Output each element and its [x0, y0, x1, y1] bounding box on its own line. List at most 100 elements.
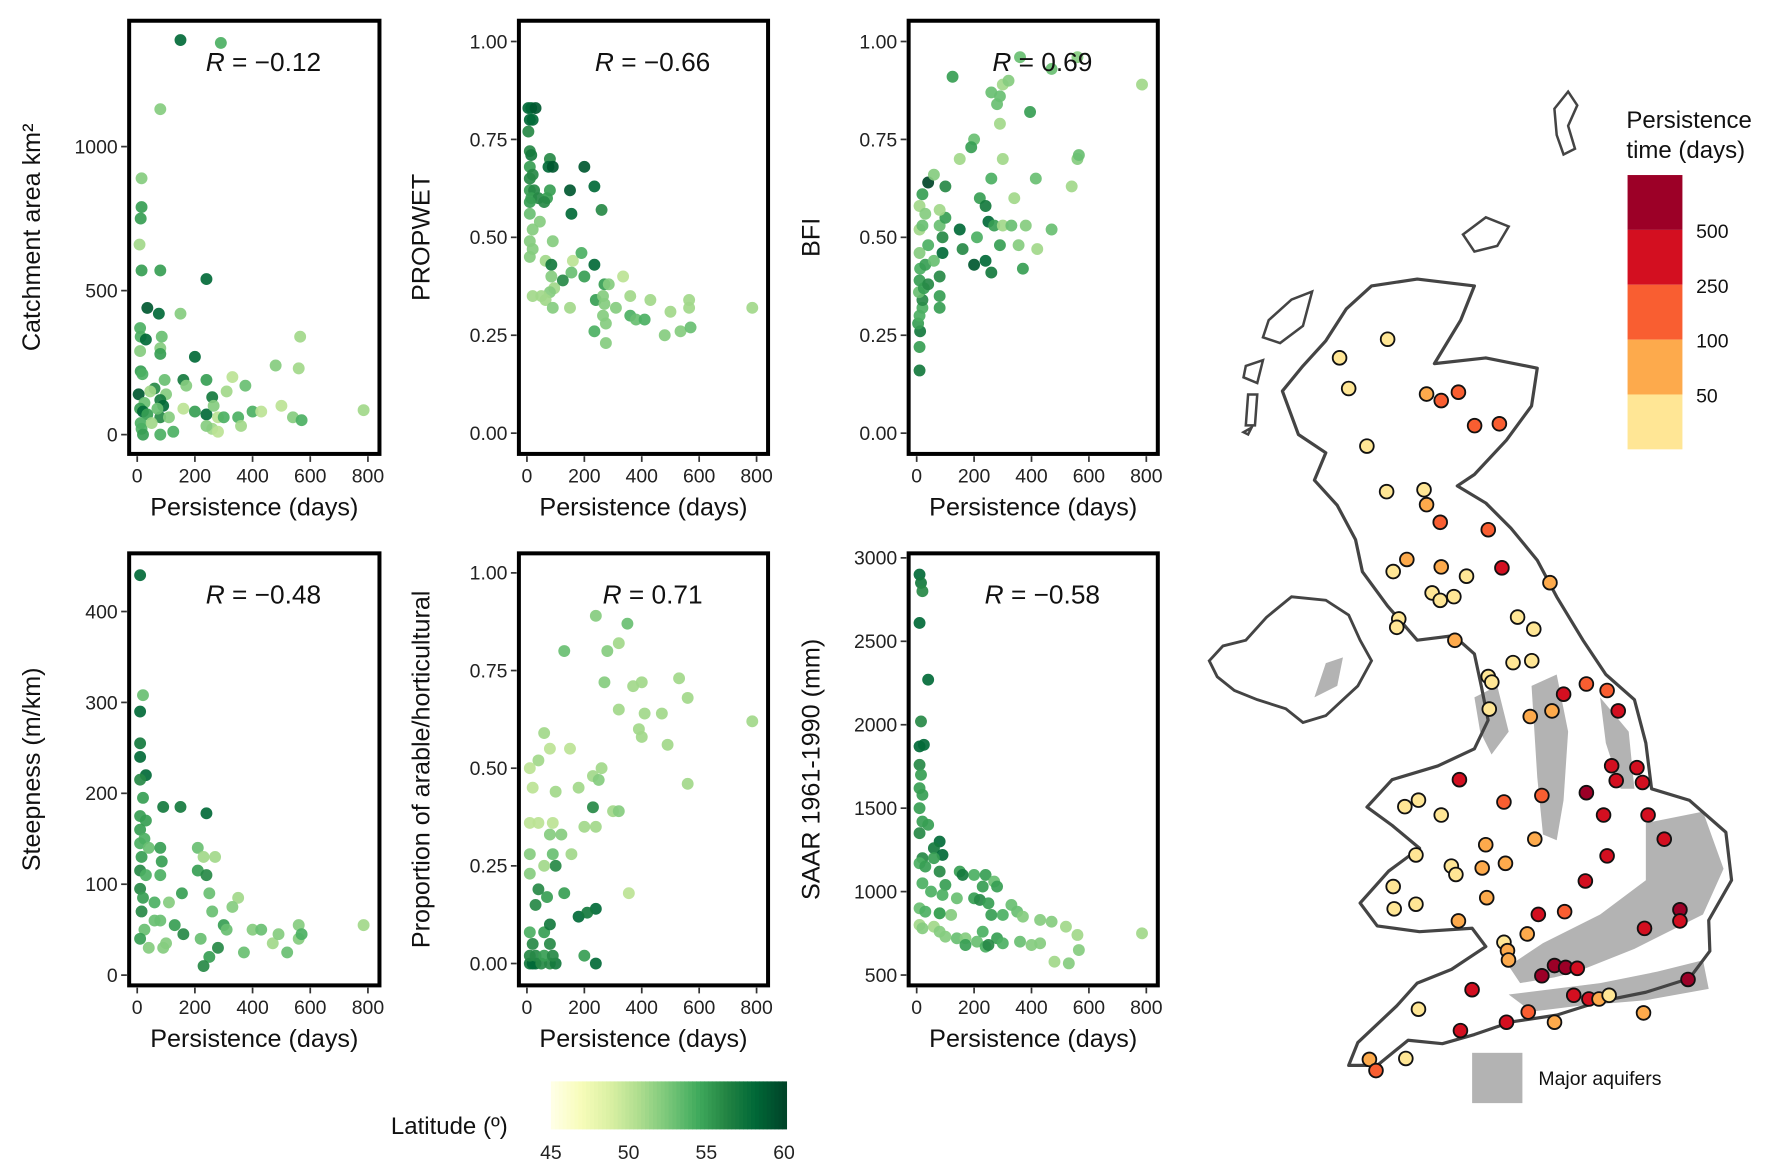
data-point: [214, 36, 227, 49]
data-point: [526, 938, 539, 950]
colorbar-segment: [770, 1081, 776, 1130]
data-point: [292, 919, 305, 932]
data-point: [578, 270, 591, 283]
x-axis-label: Persistence (days): [539, 494, 747, 522]
r-value: = −0.48: [225, 580, 321, 610]
x-tick-label: 600: [1073, 465, 1106, 487]
data-point: [266, 937, 279, 950]
data-point: [139, 333, 152, 346]
persistence-legend-title: Persistence: [1626, 107, 1751, 134]
data-point: [154, 428, 167, 441]
data-point: [357, 919, 370, 932]
x-tick-label: 400: [626, 465, 659, 487]
data-point: [565, 266, 578, 279]
data-point: [545, 270, 558, 283]
colorbar-segment: [676, 1081, 682, 1130]
data-point: [913, 802, 926, 815]
colorbar-segment: [703, 1081, 709, 1130]
data-point: [922, 818, 935, 831]
great-britain-outline: [1280, 277, 1734, 1067]
data-point: [529, 898, 542, 911]
colorbar-segment: [751, 1081, 756, 1130]
station-marker: [1497, 855, 1514, 872]
data-point: [913, 616, 926, 629]
data-point: [200, 807, 213, 820]
data-point: [556, 274, 569, 287]
data-point: [589, 957, 602, 970]
data-point: [294, 330, 307, 343]
data-point: [292, 362, 305, 375]
data-point: [913, 341, 926, 353]
data-point: [1016, 262, 1029, 275]
station-marker: [1410, 792, 1427, 808]
r-symbol: R: [985, 580, 1004, 610]
data-point: [991, 880, 1004, 893]
x-tick-label: 800: [740, 997, 773, 1019]
data-point: [532, 816, 545, 829]
persistence-legend: Persistence time (days) 500 250 100 50: [1626, 107, 1752, 450]
data-point: [191, 841, 204, 854]
data-point: [139, 869, 152, 882]
x-tick-label: 200: [958, 997, 991, 1019]
aquifer-legend: Major aquifers: [1472, 1052, 1662, 1104]
data-point: [539, 294, 552, 306]
data-point: [917, 738, 930, 751]
colorbar-segment: [754, 1081, 760, 1130]
data-point: [163, 896, 175, 909]
y-tick-label: 200: [85, 783, 118, 805]
station-marker: [1577, 873, 1594, 889]
station-marker: [1505, 654, 1521, 671]
data-point: [194, 932, 207, 945]
aquifer-swatch: [1472, 1052, 1523, 1104]
data-point: [137, 891, 149, 904]
data-point: [272, 928, 285, 941]
data-point: [939, 878, 952, 891]
data-point: [157, 801, 170, 813]
data-point: [916, 585, 929, 598]
data-point: [134, 737, 147, 750]
data-point: [1072, 149, 1085, 162]
latitude-tick: 45: [540, 1142, 562, 1164]
data-point: [976, 880, 989, 893]
x-tick-label: 800: [352, 997, 385, 1019]
colorbar-segment: [652, 1081, 658, 1130]
station-marker: [1432, 514, 1448, 531]
data-point: [1060, 920, 1072, 933]
colorbar-segment: [672, 1081, 678, 1130]
data-point: [232, 891, 245, 904]
station-marker: [1595, 807, 1612, 823]
data-point: [933, 865, 946, 878]
station-marker: [1569, 960, 1586, 977]
data-point: [1031, 243, 1044, 256]
data-point: [135, 172, 148, 185]
station-marker: [1450, 913, 1467, 929]
persistence-break-label: 250: [1696, 276, 1729, 298]
data-point: [915, 768, 927, 781]
data-point: [939, 180, 952, 193]
station-marker: [1450, 384, 1467, 400]
data-point: [638, 313, 651, 326]
data-point: [632, 723, 645, 736]
y-tick-label: 2500: [854, 631, 897, 653]
station-marker: [1378, 483, 1395, 500]
data-point: [1014, 935, 1026, 948]
scatter-panel: 0 200 400 600 800 500 1000 1500 2000 2500 3000 Pers…: [797, 548, 1162, 1053]
correlation-annotation: R = −0.58: [985, 580, 1100, 610]
data-point: [188, 405, 201, 418]
data-point: [588, 325, 601, 338]
colorbar-segment: [766, 1081, 772, 1130]
colorbar-segment: [582, 1081, 587, 1130]
points: [522, 102, 759, 350]
panel-frame: [516, 18, 771, 456]
station-marker: [1416, 482, 1432, 498]
data-point: [154, 914, 167, 927]
data-point: [188, 350, 201, 363]
colorbar-segment: [731, 1081, 737, 1130]
station-marker: [1610, 703, 1627, 719]
station-marker: [1474, 860, 1490, 876]
data-point: [526, 168, 539, 181]
station-marker: [1408, 847, 1424, 863]
data-point: [137, 689, 149, 702]
persistence-break-label: 100: [1696, 331, 1729, 353]
colorbar-segment: [621, 1081, 627, 1130]
